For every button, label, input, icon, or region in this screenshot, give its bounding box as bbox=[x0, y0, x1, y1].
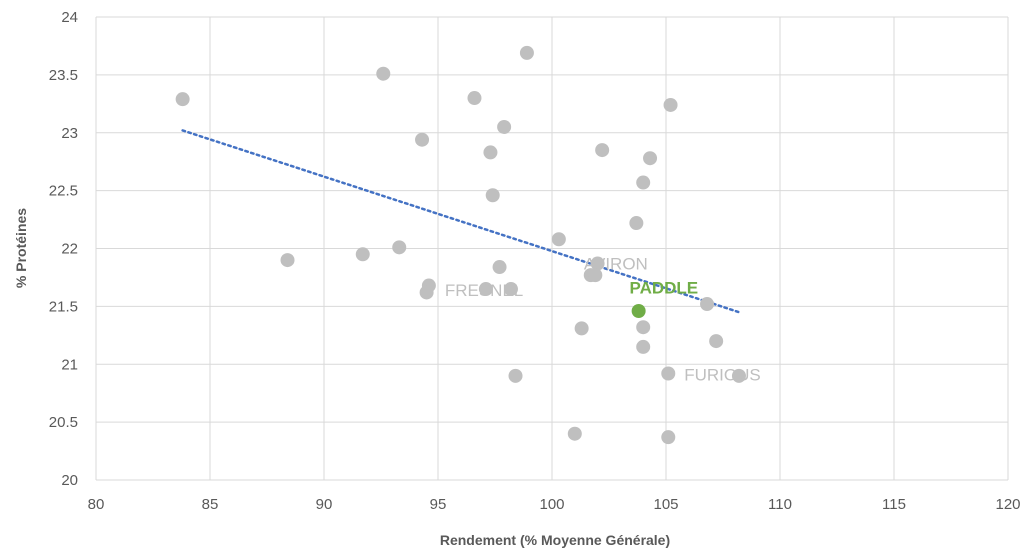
point-label-fresnel: FRESNEL bbox=[445, 281, 523, 300]
data-point bbox=[661, 430, 676, 445]
point-label-paddle: PADDLE bbox=[630, 279, 699, 298]
x-tick-label: 85 bbox=[202, 496, 219, 513]
x-tick-label: 120 bbox=[995, 496, 1020, 513]
data-point bbox=[508, 368, 523, 383]
x-axis-title: Rendement (% Moyenne Générale) bbox=[440, 532, 670, 548]
data-point bbox=[636, 320, 651, 335]
points-layer bbox=[175, 45, 746, 445]
x-tick-label: 100 bbox=[539, 496, 564, 513]
data-point bbox=[595, 143, 610, 158]
data-point bbox=[636, 175, 651, 190]
data-point bbox=[376, 66, 391, 81]
data-point bbox=[485, 188, 500, 203]
data-point bbox=[574, 321, 589, 336]
x-tick-label: 90 bbox=[316, 496, 333, 513]
y-axis-title: % Protéines bbox=[13, 208, 29, 288]
y-tick-label: 24 bbox=[61, 9, 78, 26]
data-point bbox=[590, 256, 605, 271]
data-point bbox=[519, 45, 534, 60]
data-point bbox=[709, 334, 724, 349]
data-point bbox=[392, 240, 407, 255]
annotations-layer: AVIRON FRESNEL PADDLE FURIOUS bbox=[445, 254, 761, 384]
data-point bbox=[503, 282, 518, 297]
trendline bbox=[181, 129, 741, 314]
data-point bbox=[551, 232, 566, 247]
point-label-furious: FURIOUS bbox=[684, 365, 761, 384]
data-point bbox=[280, 253, 295, 268]
data-point bbox=[497, 119, 512, 134]
x-tick-label: 80 bbox=[88, 496, 105, 513]
x-tick-label: 110 bbox=[768, 496, 792, 513]
point-label-aviron: AVIRON bbox=[584, 254, 648, 273]
tick-labels: 80 85 90 95 100 105 110 115 120 20 20.5 21 21.5 22 22.… bbox=[49, 9, 1021, 513]
data-point bbox=[636, 339, 651, 354]
y-tick-label: 20.5 bbox=[49, 414, 78, 431]
y-tick-label: 23.5 bbox=[49, 67, 78, 84]
data-point bbox=[663, 97, 678, 112]
data-point bbox=[355, 247, 370, 262]
data-point bbox=[643, 151, 658, 166]
trendline-layer bbox=[181, 129, 741, 314]
data-point bbox=[415, 132, 430, 147]
data-point bbox=[483, 145, 498, 160]
data-point bbox=[175, 92, 190, 107]
x-tick-label: 115 bbox=[882, 496, 906, 513]
data-point bbox=[478, 282, 493, 297]
data-point bbox=[629, 216, 644, 231]
data-point bbox=[567, 426, 582, 441]
y-tick-label: 22 bbox=[61, 241, 78, 258]
x-tick-label: 95 bbox=[430, 496, 447, 513]
y-tick-label: 20 bbox=[61, 472, 78, 489]
grid-layer bbox=[95, 16, 1009, 481]
data-point bbox=[588, 268, 603, 283]
data-point bbox=[661, 366, 676, 381]
y-tick-label: 21 bbox=[61, 356, 78, 373]
data-point bbox=[492, 260, 507, 275]
y-tick-label: 22.5 bbox=[49, 183, 78, 200]
y-tick-label: 21.5 bbox=[49, 298, 78, 315]
highlighted-data-point bbox=[631, 304, 646, 319]
data-point bbox=[700, 297, 715, 312]
data-point bbox=[419, 285, 434, 300]
data-point bbox=[467, 91, 482, 106]
data-point bbox=[731, 368, 746, 383]
x-tick-label: 105 bbox=[653, 496, 678, 513]
y-tick-label: 23 bbox=[61, 125, 78, 142]
